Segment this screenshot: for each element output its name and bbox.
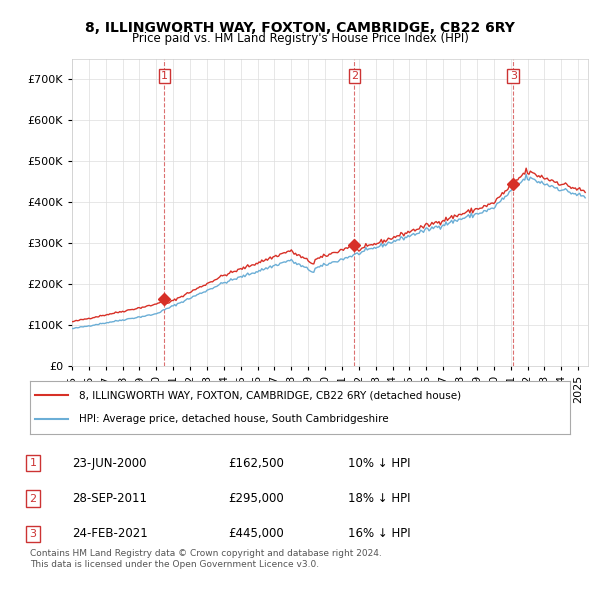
Text: 16% ↓ HPI: 16% ↓ HPI: [348, 527, 410, 540]
Text: 8, ILLINGWORTH WAY, FOXTON, CAMBRIDGE, CB22 6RY (detached house): 8, ILLINGWORTH WAY, FOXTON, CAMBRIDGE, C…: [79, 391, 461, 401]
Text: 24-FEB-2021: 24-FEB-2021: [72, 527, 148, 540]
Text: Contains HM Land Registry data © Crown copyright and database right 2024.
This d: Contains HM Land Registry data © Crown c…: [30, 549, 382, 569]
Text: 28-SEP-2011: 28-SEP-2011: [72, 492, 147, 505]
Text: £162,500: £162,500: [228, 457, 284, 470]
Text: 1: 1: [29, 458, 37, 468]
Text: Price paid vs. HM Land Registry's House Price Index (HPI): Price paid vs. HM Land Registry's House …: [131, 32, 469, 45]
Text: 2: 2: [351, 71, 358, 81]
Text: £295,000: £295,000: [228, 492, 284, 505]
Text: 23-JUN-2000: 23-JUN-2000: [72, 457, 146, 470]
Text: 8, ILLINGWORTH WAY, FOXTON, CAMBRIDGE, CB22 6RY: 8, ILLINGWORTH WAY, FOXTON, CAMBRIDGE, C…: [85, 21, 515, 35]
Text: 18% ↓ HPI: 18% ↓ HPI: [348, 492, 410, 505]
Text: 3: 3: [29, 529, 37, 539]
Text: 3: 3: [510, 71, 517, 81]
Text: HPI: Average price, detached house, South Cambridgeshire: HPI: Average price, detached house, Sout…: [79, 414, 388, 424]
Text: 10% ↓ HPI: 10% ↓ HPI: [348, 457, 410, 470]
Text: 1: 1: [161, 71, 168, 81]
Text: 2: 2: [29, 494, 37, 503]
Text: £445,000: £445,000: [228, 527, 284, 540]
